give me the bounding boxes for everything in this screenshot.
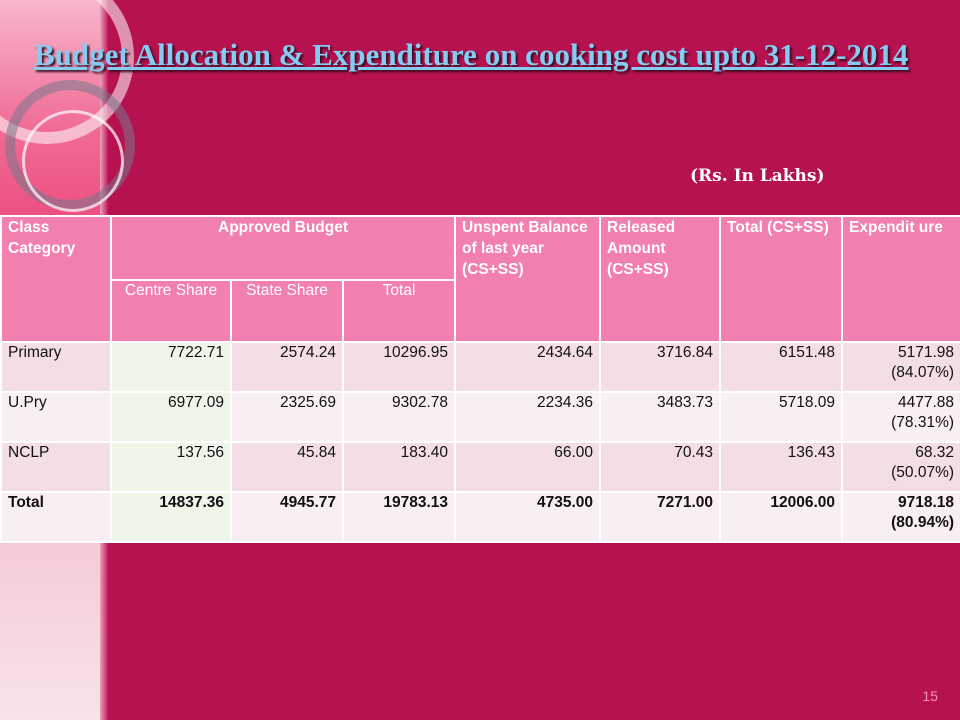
cell-centre-share: 7722.71	[110, 341, 232, 393]
table-row: Primary 7722.71 2574.24 10296.95 2434.64…	[0, 341, 960, 393]
cell-released: 3716.84	[599, 341, 722, 393]
table-subheader-row: Centre Share State Share Total	[1, 279, 960, 343]
cell-expenditure: 9718.18 (80.94%)	[841, 491, 960, 543]
cell-category: U.Pry	[0, 391, 112, 443]
header-approved-budget: Approved Budget	[109, 215, 457, 281]
expenditure-value: 4477.88	[898, 394, 955, 411]
header-total-cs-ss: Total (CS+SS)	[719, 215, 844, 343]
cell-centre-share: 6977.09	[110, 391, 232, 443]
cell-category: Primary	[0, 341, 112, 393]
cell-unspent: 2434.64	[454, 341, 602, 393]
cell-total-cs-ss: 12006.00	[719, 491, 844, 543]
table-row: NCLP 137.56 45.84 183.40 66.00 70.43 136…	[0, 441, 960, 493]
cell-unspent: 2234.36	[454, 391, 602, 443]
table-header-row: Class Category Approved Budget Unspent B…	[0, 215, 960, 343]
header-state-share: State Share	[230, 279, 344, 343]
expenditure-percent: (78.31%)	[891, 414, 955, 431]
expenditure-percent: (50.07%)	[891, 464, 955, 481]
table-row: U.Pry 6977.09 2325.69 9302.78 2234.36 34…	[0, 391, 960, 443]
cell-unspent: 66.00	[454, 441, 602, 493]
cell-state-share: 2574.24	[230, 341, 344, 393]
cell-category: NCLP	[0, 441, 112, 493]
cell-centre-share: 14837.36	[110, 491, 232, 543]
header-approved-total: Total	[341, 279, 457, 343]
cell-expenditure: 5171.98 (84.07%)	[841, 341, 960, 393]
expenditure-value: 5171.98	[898, 344, 955, 361]
expenditure-value: 9718.18	[898, 494, 955, 511]
cell-released: 3483.73	[599, 391, 722, 443]
cell-unspent: 4735.00	[454, 491, 602, 543]
cell-total-cs-ss: 5718.09	[719, 391, 844, 443]
cell-approved-total: 10296.95	[341, 341, 457, 393]
expenditure-value: 68.32	[915, 444, 955, 461]
slide-title: Budget Allocation & Expenditure on cooki…	[34, 37, 909, 72]
units-note: (Rs. In Lakhs)	[690, 166, 825, 186]
cell-total-cs-ss: 136.43	[719, 441, 844, 493]
cell-approved-total: 9302.78	[341, 391, 457, 443]
header-expenditure: Expendit ure	[841, 215, 960, 343]
page-number: 15	[922, 688, 938, 704]
cell-approved-total: 183.40	[341, 441, 457, 493]
expenditure-percent: (84.07%)	[891, 364, 955, 381]
header-centre-share: Centre Share	[110, 279, 232, 343]
header-class-category: Class Category	[0, 215, 112, 343]
header-released-amount: Released Amount (CS+SS)	[599, 215, 722, 343]
cell-state-share: 4945.77	[230, 491, 344, 543]
cell-category: Total	[0, 491, 112, 543]
budget-table: Class Category Approved Budget Unspent B…	[0, 215, 960, 543]
cell-released: 7271.00	[599, 491, 722, 543]
cell-state-share: 45.84	[230, 441, 344, 493]
cell-released: 70.43	[599, 441, 722, 493]
cell-state-share: 2325.69	[230, 391, 344, 443]
cell-expenditure: 68.32 (50.07%)	[841, 441, 960, 493]
header-unspent-balance: Unspent Balance of last year (CS+SS)	[454, 215, 602, 343]
table-total-row: Total 14837.36 4945.77 19783.13 4735.00 …	[0, 491, 960, 543]
cell-centre-share: 137.56	[110, 441, 232, 493]
cell-approved-total: 19783.13	[341, 491, 457, 543]
cell-total-cs-ss: 6151.48	[719, 341, 844, 393]
expenditure-percent: (80.94%)	[891, 514, 955, 531]
cell-expenditure: 4477.88 (78.31%)	[841, 391, 960, 443]
